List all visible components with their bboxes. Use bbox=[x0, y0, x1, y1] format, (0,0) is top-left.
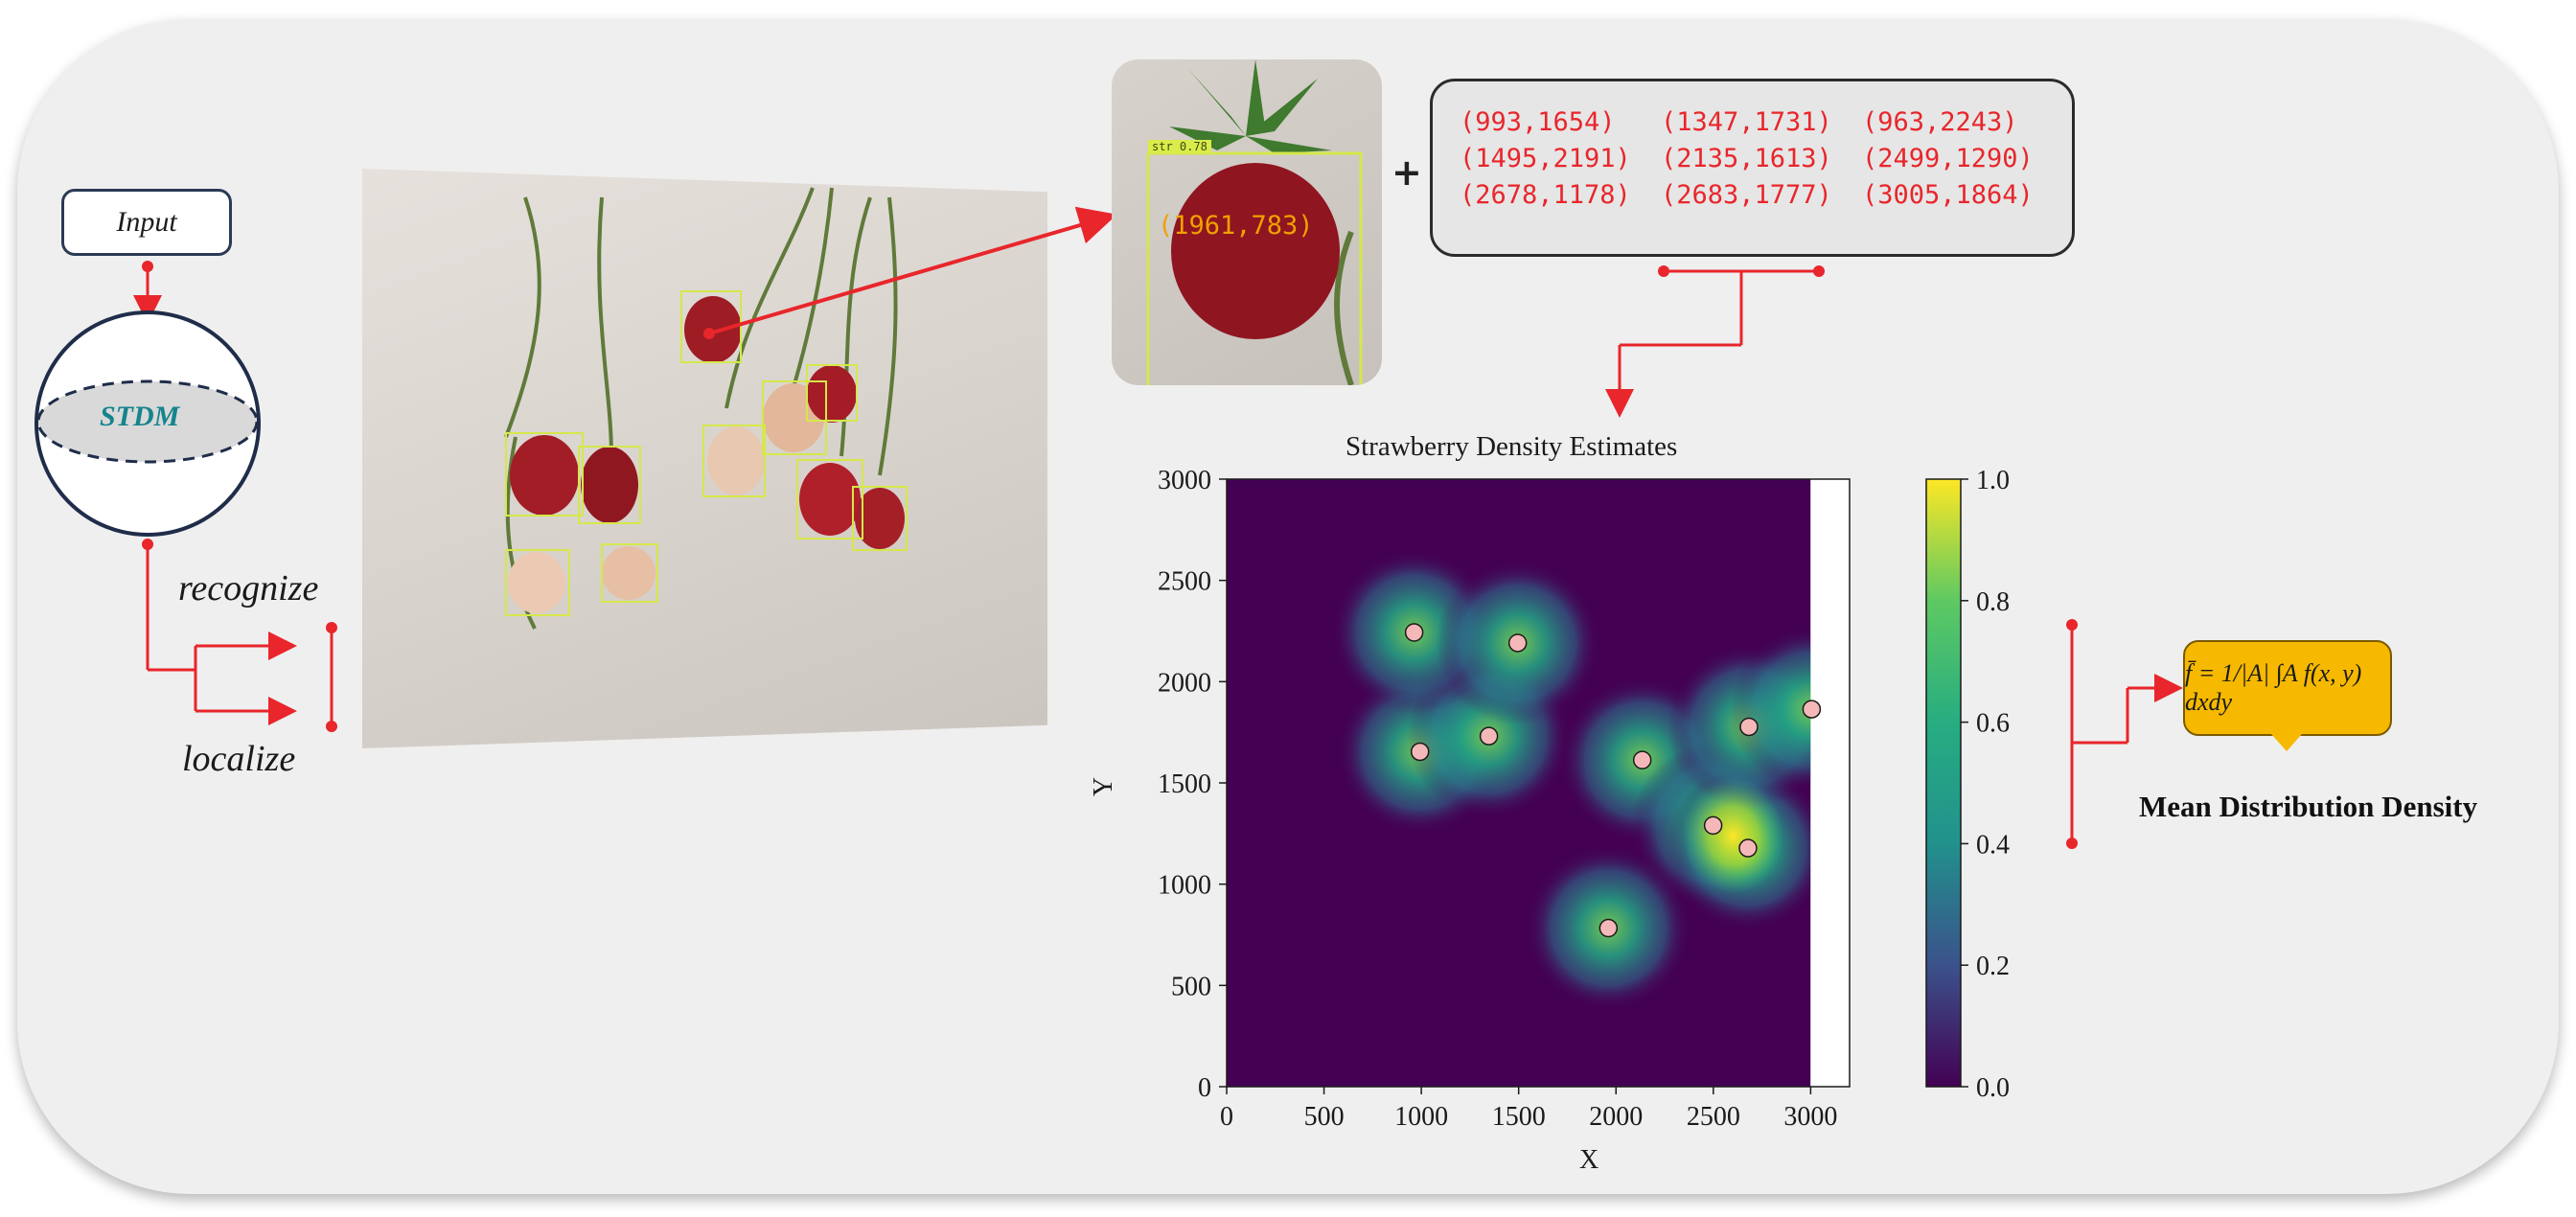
chart-to-formula-arrow bbox=[2066, 619, 2183, 849]
x-tick-label: 1500 bbox=[1492, 1102, 1546, 1132]
model-sphere bbox=[34, 310, 261, 537]
coord-row: (2678,1178) (2683,1777) (3005,1864) bbox=[1460, 177, 2072, 214]
coord-cell: (993,1654) bbox=[1460, 107, 1616, 137]
colorbar-tick-label: 0.4 bbox=[1976, 830, 2010, 860]
plot-area bbox=[1227, 479, 1850, 1087]
formula-callout: f̄ = 1/|A| ∫A f(x, y) dxdy bbox=[2183, 640, 2392, 736]
coord-cell: (2678,1178) bbox=[1460, 180, 1631, 210]
heatmap-blank-strip-top bbox=[1810, 479, 1850, 1087]
y-tick-label: 3000 bbox=[1158, 466, 1211, 495]
coords-to-chart-arrow bbox=[1605, 265, 1825, 418]
data-point bbox=[1479, 726, 1499, 746]
formula-text: f̄ = 1/|A| ∫A f(x, y) dxdy bbox=[2185, 659, 2362, 716]
detection-tag: str 0.78 bbox=[1148, 140, 1211, 153]
x-tick-label: 3000 bbox=[1783, 1102, 1837, 1132]
data-point bbox=[1632, 750, 1652, 769]
chart-title: Strawberry Density Estimates bbox=[1346, 431, 1678, 462]
coord-cell: (2499,1290) bbox=[1862, 144, 2034, 173]
y-tick-label: 1500 bbox=[1158, 769, 1211, 799]
density-peak bbox=[1682, 777, 1783, 894]
coord-cell: (2135,1613) bbox=[1661, 144, 1832, 173]
recognize-label: recognize bbox=[178, 568, 319, 608]
coord-cell: (963,2243) bbox=[1862, 107, 2018, 137]
data-point bbox=[1404, 623, 1424, 642]
strawberry-photo bbox=[362, 169, 1047, 748]
data-point bbox=[1738, 838, 1758, 858]
y-tick-label: 0 bbox=[1198, 1073, 1211, 1103]
colorbar-tick-label: 0.8 bbox=[1976, 587, 2010, 617]
colorbar-tick-label: 0.6 bbox=[1976, 709, 2010, 739]
x-tick-label: 2500 bbox=[1687, 1102, 1740, 1132]
x-tick-label: 0 bbox=[1220, 1102, 1233, 1132]
x-tick-label: 1000 bbox=[1394, 1102, 1448, 1132]
x-tick-label: 2000 bbox=[1589, 1102, 1643, 1132]
data-point bbox=[1802, 700, 1822, 719]
zoomed-strawberry bbox=[1112, 59, 1382, 385]
coord-cell: (3005,1864) bbox=[1862, 180, 2034, 210]
axes: 0 500 1000 1500 2000 2500 3000 0 500 1000 1500 2000… bbox=[1158, 466, 1851, 1132]
data-point bbox=[1598, 918, 1619, 938]
x-tick-label: 500 bbox=[1304, 1102, 1345, 1132]
coord-row: (1495,2191) (2135,1613) (2499,1290) bbox=[1460, 141, 2072, 177]
input-label: Input bbox=[116, 206, 177, 238]
formula-callout-tail bbox=[2271, 734, 2302, 751]
zoomed-strawberry-illustration bbox=[1146, 59, 1363, 385]
plus-sign: + bbox=[1392, 151, 1422, 194]
input-box: Input bbox=[61, 189, 232, 256]
zoom-coordinate-label: (1961,783) bbox=[1158, 211, 1314, 241]
coord-cell: (2683,1777) bbox=[1661, 180, 1832, 210]
coord-row: (993,1654) (1347,1731) (963,2243) bbox=[1460, 104, 2072, 141]
data-point bbox=[1703, 815, 1723, 836]
colorbar-tick-label: 0.2 bbox=[1976, 952, 2010, 981]
colorbar-scale bbox=[1925, 478, 1962, 1088]
colorbar-tick-label: 1.0 bbox=[1976, 466, 2010, 495]
coord-cell: (1347,1731) bbox=[1661, 107, 1832, 137]
model-to-output-arrows bbox=[142, 539, 337, 732]
mean-density-label: Mean Distribution Density bbox=[2139, 790, 2478, 823]
model-label: STDM bbox=[100, 401, 180, 432]
coordinates-box: (993,1654) (1347,1731) (963,2243) (1495,… bbox=[1430, 79, 2075, 257]
y-tick-label: 2500 bbox=[1158, 567, 1211, 597]
coord-cell: (1495,2191) bbox=[1460, 144, 1631, 173]
detection-boxes bbox=[505, 290, 908, 616]
data-point bbox=[1739, 717, 1759, 737]
y-tick-label: 1000 bbox=[1158, 871, 1211, 901]
colorbar-tick-label: 0.0 bbox=[1976, 1073, 2010, 1103]
input-to-model-arrow bbox=[133, 261, 162, 324]
strawberry-photo-illustration bbox=[504, 187, 908, 630]
y-tick-label: 2000 bbox=[1158, 668, 1211, 698]
localize-label: localize bbox=[182, 739, 296, 779]
data-point bbox=[1410, 742, 1430, 762]
berry-cluster bbox=[508, 296, 905, 613]
y-tick-label: 500 bbox=[1171, 972, 1211, 1001]
x-axis-label: X bbox=[1579, 1145, 1599, 1175]
colorbar: 0.0 0.2 0.4 0.6 0.8 1.0 bbox=[1925, 466, 2010, 1103]
data-point bbox=[1507, 633, 1528, 653]
